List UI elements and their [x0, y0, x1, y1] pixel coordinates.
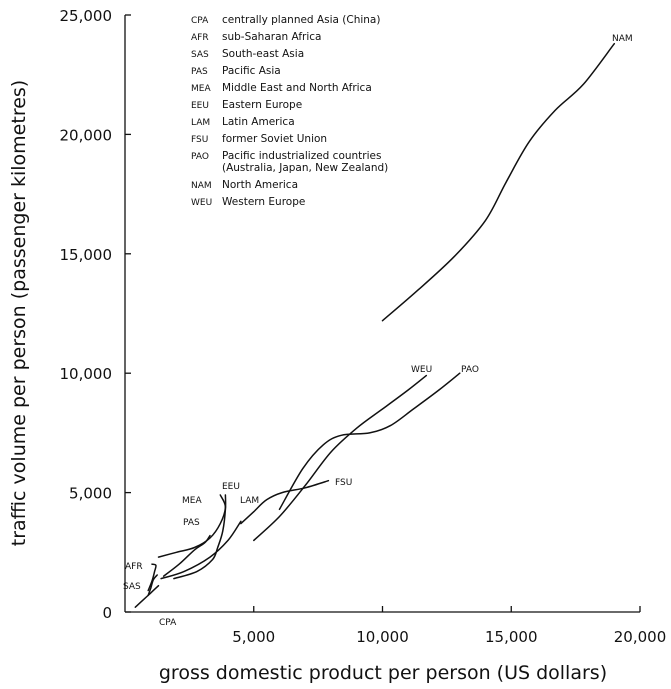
y-tick-label: 25,000	[60, 7, 113, 25]
series-line-eeu	[173, 494, 227, 580]
y-axis-ticks: 0 5,000 10,000 15,000 20,000 25,000	[60, 7, 131, 622]
series-line-weu	[253, 374, 428, 542]
series-label-eeu: EEU	[222, 482, 240, 492]
series-line-sas	[147, 574, 158, 597]
legend-code: LAM	[191, 118, 210, 128]
y-axis-title: traffic volume per person (passenger kil…	[8, 80, 30, 546]
series-line-pao	[278, 372, 461, 511]
legend: CPA centrally planned Asia (China) AFR sub-…	[191, 14, 388, 208]
y-tick-label: 10,000	[60, 365, 113, 383]
y-tick-label: 20,000	[60, 126, 113, 144]
series-label-weu: WEU	[411, 365, 432, 375]
series-line-afr	[147, 563, 157, 592]
series-label-sas: SAS	[123, 582, 141, 592]
series-label-lam: LAM	[240, 496, 259, 506]
legend-name: former Soviet Union	[222, 133, 327, 145]
legend-name-continued: (Australia, Japan, New Zealand)	[222, 162, 388, 174]
y-tick-label: 5,000	[69, 485, 112, 503]
y-tick-label: 15,000	[60, 246, 113, 264]
x-axis-ticks: 5,000 10,000 15,000 20,000	[232, 606, 666, 646]
series-label-mea: MEA	[182, 496, 202, 506]
legend-name: Pacific industrialized countries	[222, 150, 381, 162]
legend-name: centrally planned Asia (China)	[222, 14, 380, 26]
series-line-nam	[381, 42, 616, 322]
legend-name: Pacific Asia	[222, 65, 281, 77]
series-line-cpa	[134, 584, 160, 608]
legend-name: Middle East and North Africa	[222, 82, 372, 94]
legend-name: Western Europe	[222, 196, 305, 208]
series-label-cpa: CPA	[159, 618, 177, 628]
series-line-lam	[160, 520, 242, 580]
series-label-afr: AFR	[125, 562, 143, 572]
series-line-fsu	[240, 479, 330, 525]
x-tick-label: 10,000	[356, 628, 409, 646]
legend-name: Eastern Europe	[222, 99, 302, 111]
series-label-pas: PAS	[183, 518, 200, 528]
y-tick-label: 0	[102, 604, 112, 622]
legend-code: WEU	[191, 198, 212, 208]
legend-name: North America	[222, 179, 298, 191]
legend-code: MEA	[191, 84, 211, 94]
series-label-nam: NAM	[612, 34, 633, 44]
legend-code: CPA	[191, 16, 209, 26]
legend-code: NAM	[191, 181, 212, 191]
legend-code: PAO	[191, 152, 209, 162]
legend-code: FSU	[191, 135, 208, 145]
legend-code: AFR	[191, 33, 209, 43]
series-label-fsu: FSU	[335, 478, 352, 488]
series-label-pao: PAO	[461, 365, 479, 375]
legend-code: EEU	[191, 101, 209, 111]
x-axis-title: gross domestic product per person (US do…	[159, 662, 607, 684]
series-group	[134, 42, 616, 608]
x-tick-label: 5,000	[232, 628, 275, 646]
legend-code: SAS	[191, 50, 209, 60]
legend-code: PAS	[191, 67, 208, 77]
x-tick-label: 15,000	[485, 628, 538, 646]
legend-name: South-east Asia	[222, 48, 304, 60]
legend-name: Latin America	[222, 116, 295, 128]
legend-name: sub-Saharan Africa	[222, 31, 321, 43]
x-tick-label: 20,000	[614, 628, 667, 646]
